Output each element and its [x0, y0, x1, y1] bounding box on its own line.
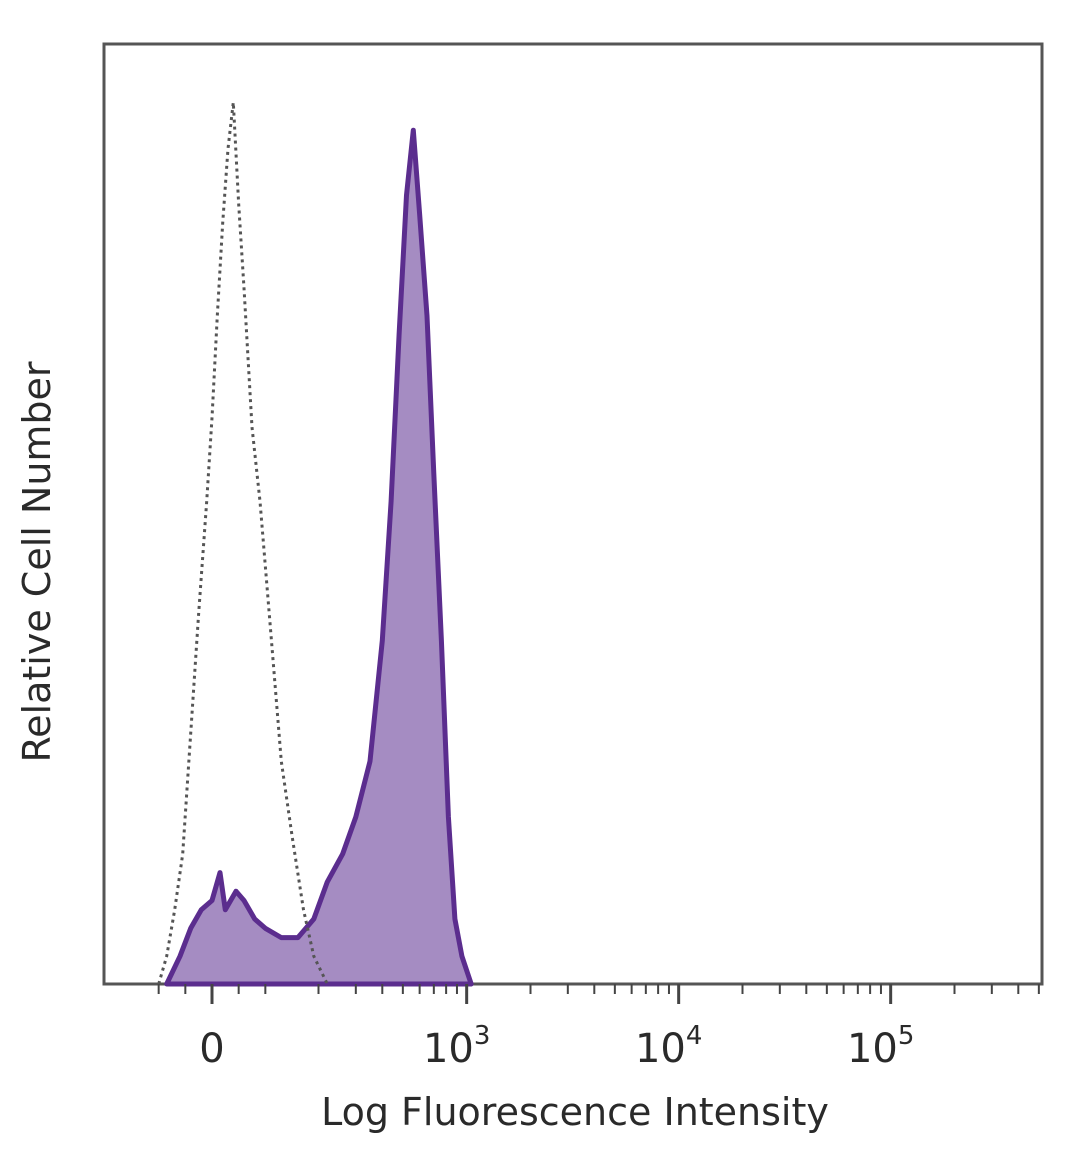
- x-tick-label: 104: [635, 1021, 702, 1072]
- x-tick-label: 105: [847, 1021, 914, 1072]
- x-axis-title: Log Fluorescence Intensity: [321, 1090, 829, 1134]
- y-axis-title: Relative Cell Number: [15, 361, 59, 762]
- series-2-curve: [164, 127, 474, 987]
- series-1-curve: [157, 102, 329, 985]
- x-tick-label: 103: [423, 1021, 490, 1072]
- x-tick-label: 0: [199, 1026, 224, 1072]
- plot-frame: [102, 42, 1044, 986]
